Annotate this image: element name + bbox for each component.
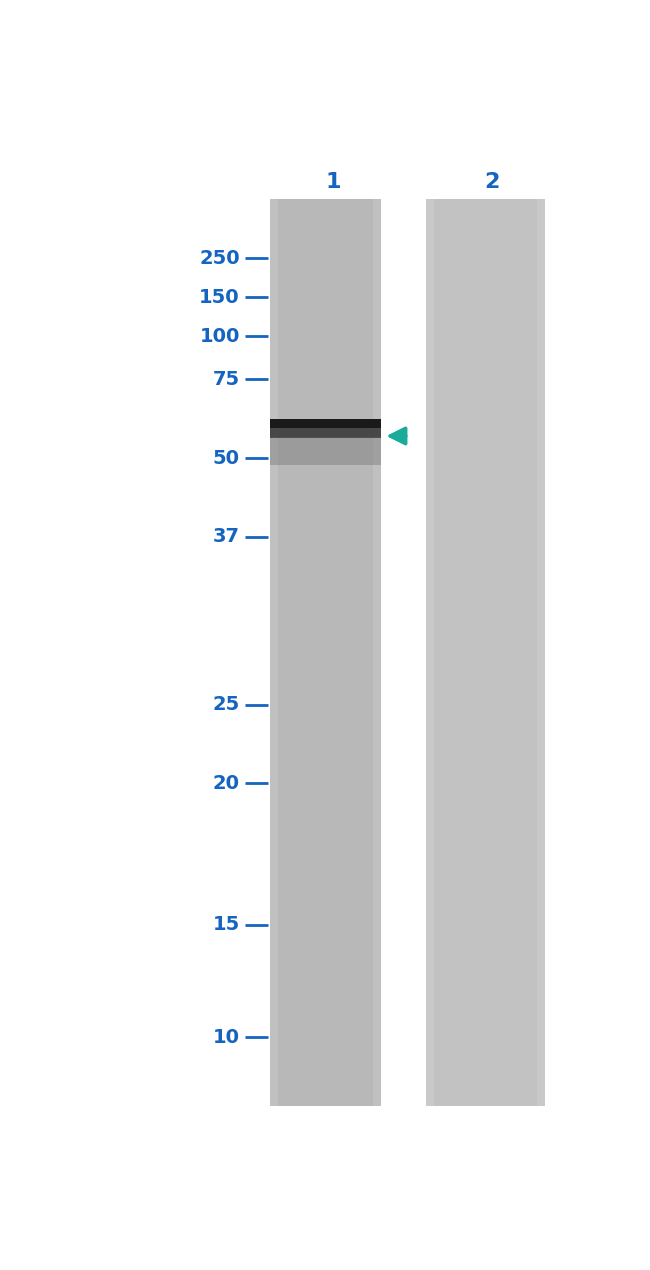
Text: 100: 100 [200, 326, 240, 345]
Bar [270, 199, 278, 1106]
Bar [426, 199, 434, 1106]
Text: 37: 37 [213, 527, 240, 546]
Text: 15: 15 [213, 916, 240, 935]
Text: 50: 50 [213, 450, 240, 467]
Bar [426, 199, 545, 1106]
Text: 250: 250 [200, 249, 240, 268]
Text: 10: 10 [213, 1027, 240, 1046]
Bar [270, 199, 381, 1106]
Bar [270, 419, 381, 428]
Text: 150: 150 [200, 287, 240, 306]
Text: 20: 20 [213, 773, 240, 792]
Text: 75: 75 [213, 370, 240, 389]
Text: 25: 25 [213, 696, 240, 715]
Bar [270, 437, 381, 465]
Bar [537, 199, 545, 1106]
Bar [373, 199, 381, 1106]
Text: 1: 1 [326, 171, 341, 192]
Text: 2: 2 [484, 171, 499, 192]
Bar [270, 428, 381, 438]
